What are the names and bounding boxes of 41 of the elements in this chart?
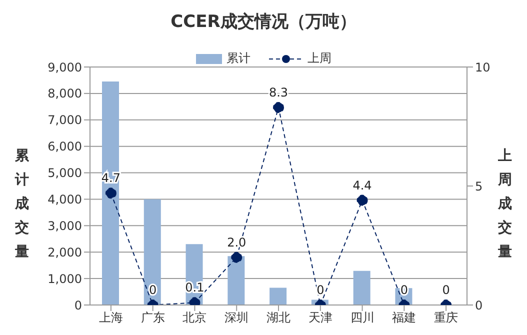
bar	[102, 82, 119, 305]
x-tick-label: 重庆	[434, 310, 458, 325]
x-tick-label: 北京	[182, 310, 207, 325]
y2-tick-label: 5	[475, 179, 483, 194]
x-tick-label: 上海	[98, 310, 123, 325]
y-tick-label: 9,000	[48, 60, 82, 74]
data-label: 0	[442, 283, 450, 297]
data-label: 0	[149, 283, 157, 297]
y-tick-label: 5,000	[48, 166, 82, 180]
y-tick-label: 8,000	[48, 86, 82, 101]
y-tick-label: 4,000	[48, 192, 82, 206]
y2-axis-title: 上周成交量	[497, 148, 512, 260]
x-tick-label: 天津	[308, 310, 332, 325]
x-tick-label: 深圳	[224, 310, 249, 325]
legend-label: 上周	[308, 50, 332, 67]
data-label: 0	[316, 283, 324, 297]
bar	[353, 270, 370, 305]
bar	[270, 288, 287, 305]
y-tick-label: 3,000	[48, 218, 82, 233]
data-label: 4.4	[352, 178, 372, 192]
y-axis-title: 累计成交量	[14, 148, 30, 260]
y-tick-label: 2,000	[48, 245, 82, 260]
y2-tick-label: 0	[475, 298, 483, 312]
x-tick-label: 湖北	[266, 310, 290, 325]
y-tick-label: 6,000	[48, 140, 82, 154]
legend-label: 累计	[226, 50, 250, 67]
chart-title: CCER成交情况（万吨）	[170, 11, 358, 33]
data-label: 8.3	[268, 85, 288, 100]
y-tick-label: 1,000	[48, 272, 82, 286]
bar	[228, 256, 245, 305]
point	[231, 252, 242, 263]
y2-tick-label: 10	[475, 60, 490, 74]
x-tick-label: 福建	[392, 310, 416, 325]
y-tick-label: 0	[74, 298, 82, 312]
y-tick-label: 7,000	[48, 113, 82, 128]
point	[356, 194, 368, 206]
data-label: 2.0	[227, 235, 246, 250]
x-tick-label: 四川	[350, 310, 374, 325]
bar	[144, 199, 161, 305]
x-tick-label: 广东	[140, 310, 165, 325]
point	[105, 188, 116, 199]
